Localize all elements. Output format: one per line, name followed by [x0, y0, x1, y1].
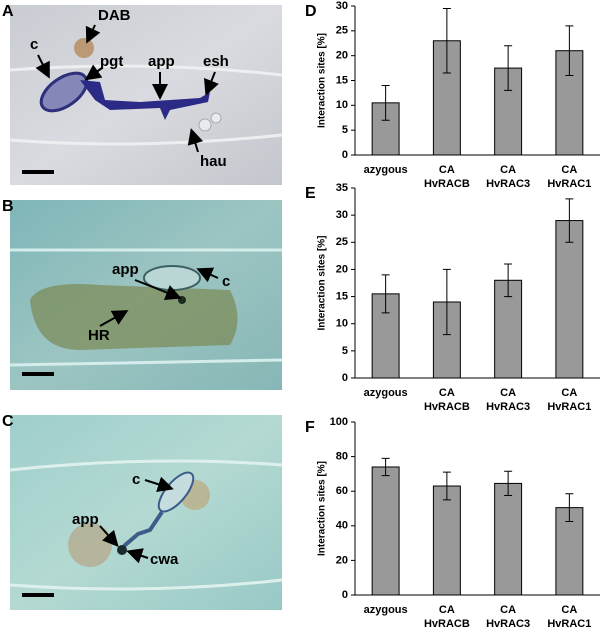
- x-tick-label: CA: [500, 387, 516, 399]
- annotation: pgt: [100, 53, 123, 70]
- bar: [432, 485, 461, 596]
- panel-letter: B: [2, 198, 14, 215]
- annotation: DAB: [98, 7, 131, 24]
- annotation: c: [132, 471, 140, 488]
- error-bar: [381, 84, 390, 121]
- y-tick-label: 25: [336, 236, 348, 248]
- x-tick-label: CA: [500, 164, 516, 176]
- annotation: cwa: [150, 551, 179, 568]
- x-tick-label: CA: [561, 164, 577, 176]
- y-tick-label: 100: [330, 416, 348, 428]
- y-tick-label: 0: [342, 149, 348, 161]
- micrograph-a: A DAB c pgt app esh hau: [2, 3, 283, 185]
- panel-letter: C: [2, 413, 14, 430]
- annotation: app: [72, 511, 99, 528]
- bar: [555, 507, 584, 596]
- y-tick-label: 0: [342, 372, 348, 384]
- y-tick-label: 20: [336, 50, 348, 62]
- error-bar: [504, 263, 513, 298]
- error-bar: [504, 45, 513, 91]
- bar: [494, 482, 523, 596]
- error-bar: [381, 274, 390, 314]
- x-tick-label: CA: [439, 164, 455, 176]
- error-bar: [442, 268, 451, 336]
- y-tick-label: 5: [342, 124, 348, 136]
- y-tick-label: 35: [336, 182, 348, 194]
- error-bar: [565, 493, 574, 522]
- annotation: c: [222, 273, 230, 290]
- panel-letter: F: [305, 419, 315, 436]
- x-tick-label: CA: [561, 604, 577, 616]
- error-bar: [381, 457, 390, 477]
- annotation: c: [30, 36, 38, 53]
- bar: [371, 466, 400, 596]
- x-tick-label: CA: [439, 387, 455, 399]
- error-bar: [565, 198, 574, 243]
- x-tick-label: azygous: [364, 604, 408, 616]
- bar: [555, 220, 584, 379]
- y-tick-label: 0: [342, 589, 348, 601]
- x-tick-label: azygous: [364, 164, 408, 176]
- x-tick-label: HvRAC1: [547, 618, 591, 630]
- y-tick-label: 80: [336, 451, 348, 463]
- error-bar: [442, 7, 451, 74]
- x-tick-label: CA: [439, 604, 455, 616]
- y-axis-label: Interaction sites [%]: [317, 33, 328, 128]
- panel-letter: E: [305, 185, 316, 202]
- y-tick-label: 20: [336, 263, 348, 275]
- y-tick-label: 20: [336, 554, 348, 566]
- y-tick-label: 40: [336, 520, 348, 532]
- x-tick-label: HvRAC3: [486, 401, 530, 413]
- y-axis-label: Interaction sites [%]: [317, 235, 328, 330]
- x-tick-label: azygous: [364, 387, 408, 399]
- error-bar: [504, 470, 513, 497]
- y-tick-label: 10: [336, 318, 348, 330]
- x-tick-label: HvRACB: [424, 178, 470, 190]
- x-tick-label: CA: [561, 387, 577, 399]
- y-tick-label: 30: [336, 0, 348, 12]
- x-tick-label: HvRAC3: [486, 178, 530, 190]
- annotation: HR: [88, 327, 110, 344]
- micrograph-b: B app c HR: [2, 198, 283, 390]
- y-axis-label: Interaction sites [%]: [317, 461, 328, 556]
- error-bar: [442, 471, 451, 501]
- y-tick-label: 5: [342, 345, 348, 357]
- panel-letter: D: [305, 3, 317, 20]
- x-tick-label: CA: [500, 604, 516, 616]
- y-tick-label: 15: [336, 290, 348, 302]
- micrograph-c: C c app cwa: [2, 413, 283, 610]
- y-tick-label: 25: [336, 25, 348, 37]
- x-tick-label: HvRACB: [424, 401, 470, 413]
- x-tick-label: HvRAC1: [547, 401, 591, 413]
- y-tick-label: 60: [336, 485, 348, 497]
- y-tick-label: 15: [336, 74, 348, 86]
- annotation: esh: [203, 53, 229, 70]
- annotation: app: [148, 53, 175, 70]
- annotation: app: [112, 261, 139, 278]
- x-tick-label: HvRACB: [424, 618, 470, 630]
- panel-letter: A: [2, 3, 14, 20]
- x-tick-label: HvRAC3: [486, 618, 530, 630]
- error-bar: [565, 25, 574, 77]
- y-tick-label: 30: [336, 209, 348, 221]
- annotation: hau: [200, 153, 227, 170]
- y-tick-label: 10: [336, 99, 348, 111]
- x-tick-label: HvRAC1: [547, 178, 591, 190]
